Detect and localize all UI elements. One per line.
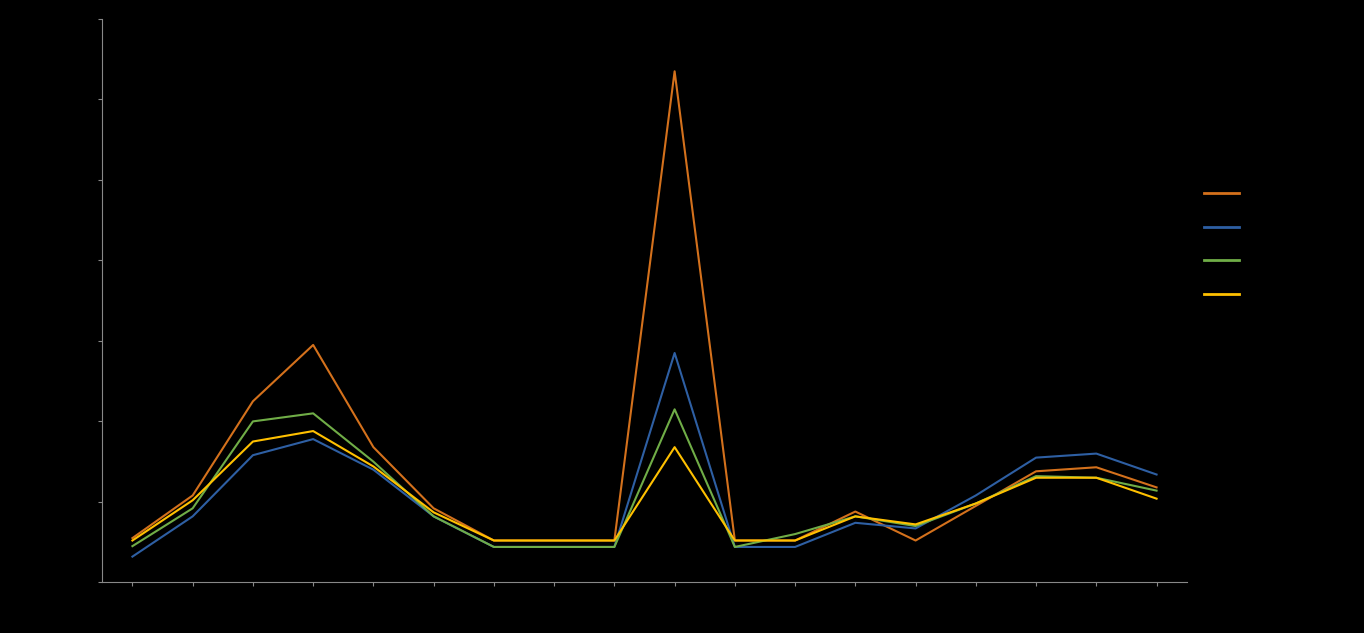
Legend: , , , : , , , [1204, 187, 1251, 301]
